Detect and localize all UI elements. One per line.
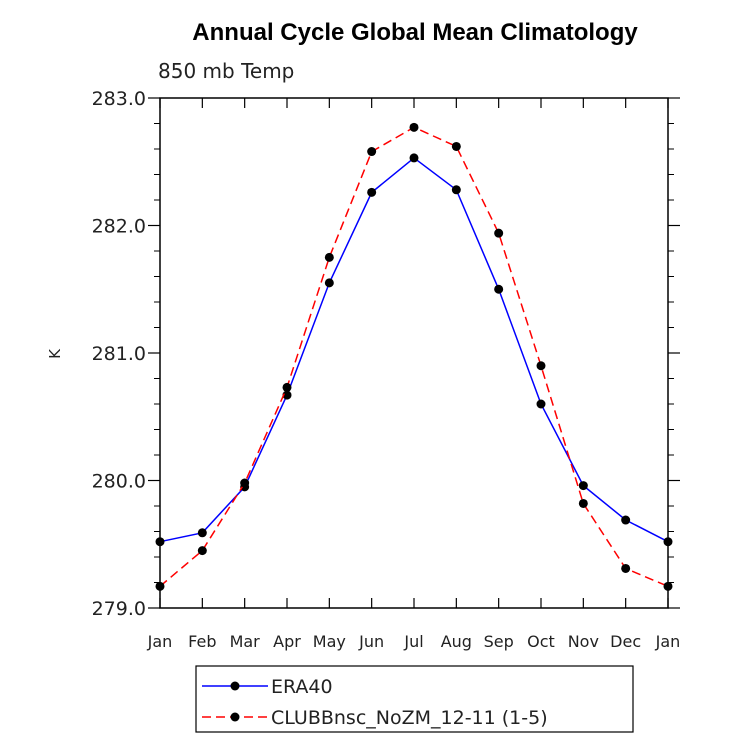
- data-point: [282, 390, 292, 400]
- x-tick-label: Jan: [147, 632, 173, 651]
- data-point: [494, 284, 504, 294]
- y-tick-label: 280.0: [92, 471, 146, 493]
- data-point: [324, 278, 334, 288]
- chart-title: Annual Cycle Global Mean Climatology: [192, 19, 638, 46]
- data-point: [621, 515, 631, 525]
- data-point: [536, 361, 546, 371]
- legend-marker: [230, 681, 240, 691]
- axis-ticks: Jan Feb Mar Apr May Jun Jul Aug Sep Oct Nov Dec Jan2…: [92, 88, 681, 651]
- y-tick-label: 281.0: [92, 343, 146, 365]
- y-axis-label: K: [46, 348, 64, 359]
- x-tick-label: Feb: [188, 632, 216, 651]
- y-tick-label: 283.0: [92, 88, 146, 110]
- data-point: [240, 478, 250, 488]
- x-tick-label: Nov: [568, 632, 599, 651]
- data-point: [282, 382, 292, 392]
- legend-marker: [230, 712, 240, 722]
- chart-subtitle: 850 mb Temp: [158, 59, 294, 83]
- data-point: [409, 153, 419, 163]
- series-layer: [155, 122, 673, 591]
- data-point: [494, 228, 504, 238]
- x-tick-label: Mar: [230, 632, 261, 651]
- data-point: [578, 481, 588, 491]
- data-point: [409, 122, 419, 132]
- data-point: [197, 546, 207, 556]
- x-tick-label: May: [313, 632, 346, 651]
- data-point: [324, 252, 334, 262]
- x-tick-label: Dec: [610, 632, 641, 651]
- x-tick-label: Sep: [484, 632, 514, 651]
- data-point: [197, 528, 207, 538]
- x-tick-label: Jul: [403, 632, 423, 651]
- x-tick-label: Apr: [273, 632, 301, 651]
- legend-label: CLUBBnsc_NoZM_12-11 (1-5): [271, 707, 548, 729]
- data-point: [536, 399, 546, 409]
- legend-box: [195, 665, 634, 733]
- series-line-0: [159, 156, 669, 543]
- data-point: [621, 563, 631, 573]
- data-point: [451, 141, 461, 151]
- x-tick-label: Oct: [527, 632, 555, 651]
- y-tick-label: 279.0: [92, 598, 146, 620]
- data-point: [367, 187, 377, 197]
- data-point: [578, 498, 588, 508]
- data-point: [367, 147, 377, 157]
- x-tick-label: Jun: [358, 632, 384, 651]
- y-tick-label: 282.0: [92, 216, 146, 238]
- plot-frame: [159, 97, 669, 609]
- x-tick-label: Jan: [655, 632, 681, 651]
- data-point: [451, 185, 461, 195]
- legend-label: ERA40: [271, 676, 333, 698]
- x-tick-label: Aug: [441, 632, 472, 651]
- series-line-1: [159, 126, 669, 587]
- legend: ERA40 CLUBBnsc_NoZM_12-11 (1-5): [195, 665, 634, 733]
